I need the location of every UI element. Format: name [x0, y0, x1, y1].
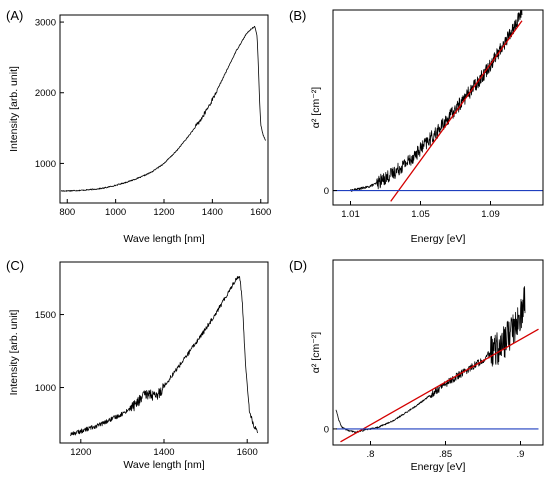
x-tick-label: 800 — [59, 207, 75, 218]
panel-a: (A) 800 1000 1200 1400 1600 1000 2000 3000 Wave l… — [6, 8, 271, 245]
x-axis-label: Wave length [nm] — [123, 233, 204, 245]
plot-frame — [59, 14, 269, 204]
x-tick-label: 1.09 — [481, 209, 500, 220]
x-axis-label: Energy [eV] — [411, 461, 466, 473]
y-tick-label: 0 — [324, 186, 329, 197]
plot-frame — [332, 9, 544, 206]
plot-frame — [59, 261, 269, 444]
panel-b: (B) 1.01 1.05 1.09 0 Energy [eV] α² [cm⁻²] — [289, 8, 544, 245]
x-tick-label: 1600 — [250, 207, 271, 218]
x-tick-label: 1200 — [70, 447, 91, 458]
data-series — [70, 276, 258, 437]
panel-label: (A) — [6, 8, 23, 23]
x-tick-label: .9 — [517, 449, 525, 460]
data-series — [60, 25, 266, 192]
y-axis-label: Intensity [arb. unit] — [8, 66, 20, 152]
data-series — [335, 286, 526, 434]
y-axis-label: α² [cm⁻²] — [310, 332, 322, 373]
series-group — [70, 276, 258, 437]
panel-label: (B) — [289, 8, 306, 23]
series-group — [60, 25, 266, 192]
data-series — [350, 10, 523, 192]
y-axis-label: α² [cm⁻²] — [310, 87, 322, 128]
y-tick-label: 1000 — [35, 159, 56, 170]
panel-d: (D) .8 .85 .9 0 Energy [eV] α² [cm⁻²] — [289, 258, 544, 473]
y-tick-label: 1000 — [35, 383, 56, 394]
y-tick-label: 3000 — [35, 18, 56, 29]
x-tick-label: 1600 — [237, 447, 258, 458]
y-tick-label: 1500 — [35, 310, 56, 321]
y-tick-label: 2000 — [35, 88, 56, 99]
x-tick-label: 1200 — [153, 207, 174, 218]
x-tick-label: 1000 — [105, 207, 126, 218]
plot-frame — [332, 259, 544, 446]
x-axis-label: Wave length [nm] — [123, 459, 204, 471]
x-tick-label: .8 — [367, 449, 375, 460]
panel-label: (D) — [289, 258, 307, 273]
y-axis-label: Intensity [arb. unit] — [8, 310, 20, 396]
series-group — [333, 10, 543, 202]
panel-label: (C) — [6, 258, 24, 273]
x-tick-label: .85 — [439, 449, 452, 460]
fit-line — [340, 328, 539, 443]
panel-c: (C) 1200 1400 1600 1000 1500 Wave length [nm] I… — [6, 258, 269, 471]
series-group — [335, 286, 539, 443]
x-tick-label: 1.01 — [341, 209, 360, 220]
x-tick-label: 1400 — [153, 447, 174, 458]
y-tick-label: 0 — [324, 424, 329, 435]
x-axis-label: Energy [eV] — [411, 233, 466, 245]
fit-line — [390, 20, 523, 202]
x-tick-label: 1400 — [202, 207, 223, 218]
x-tick-label: 1.05 — [411, 209, 430, 220]
